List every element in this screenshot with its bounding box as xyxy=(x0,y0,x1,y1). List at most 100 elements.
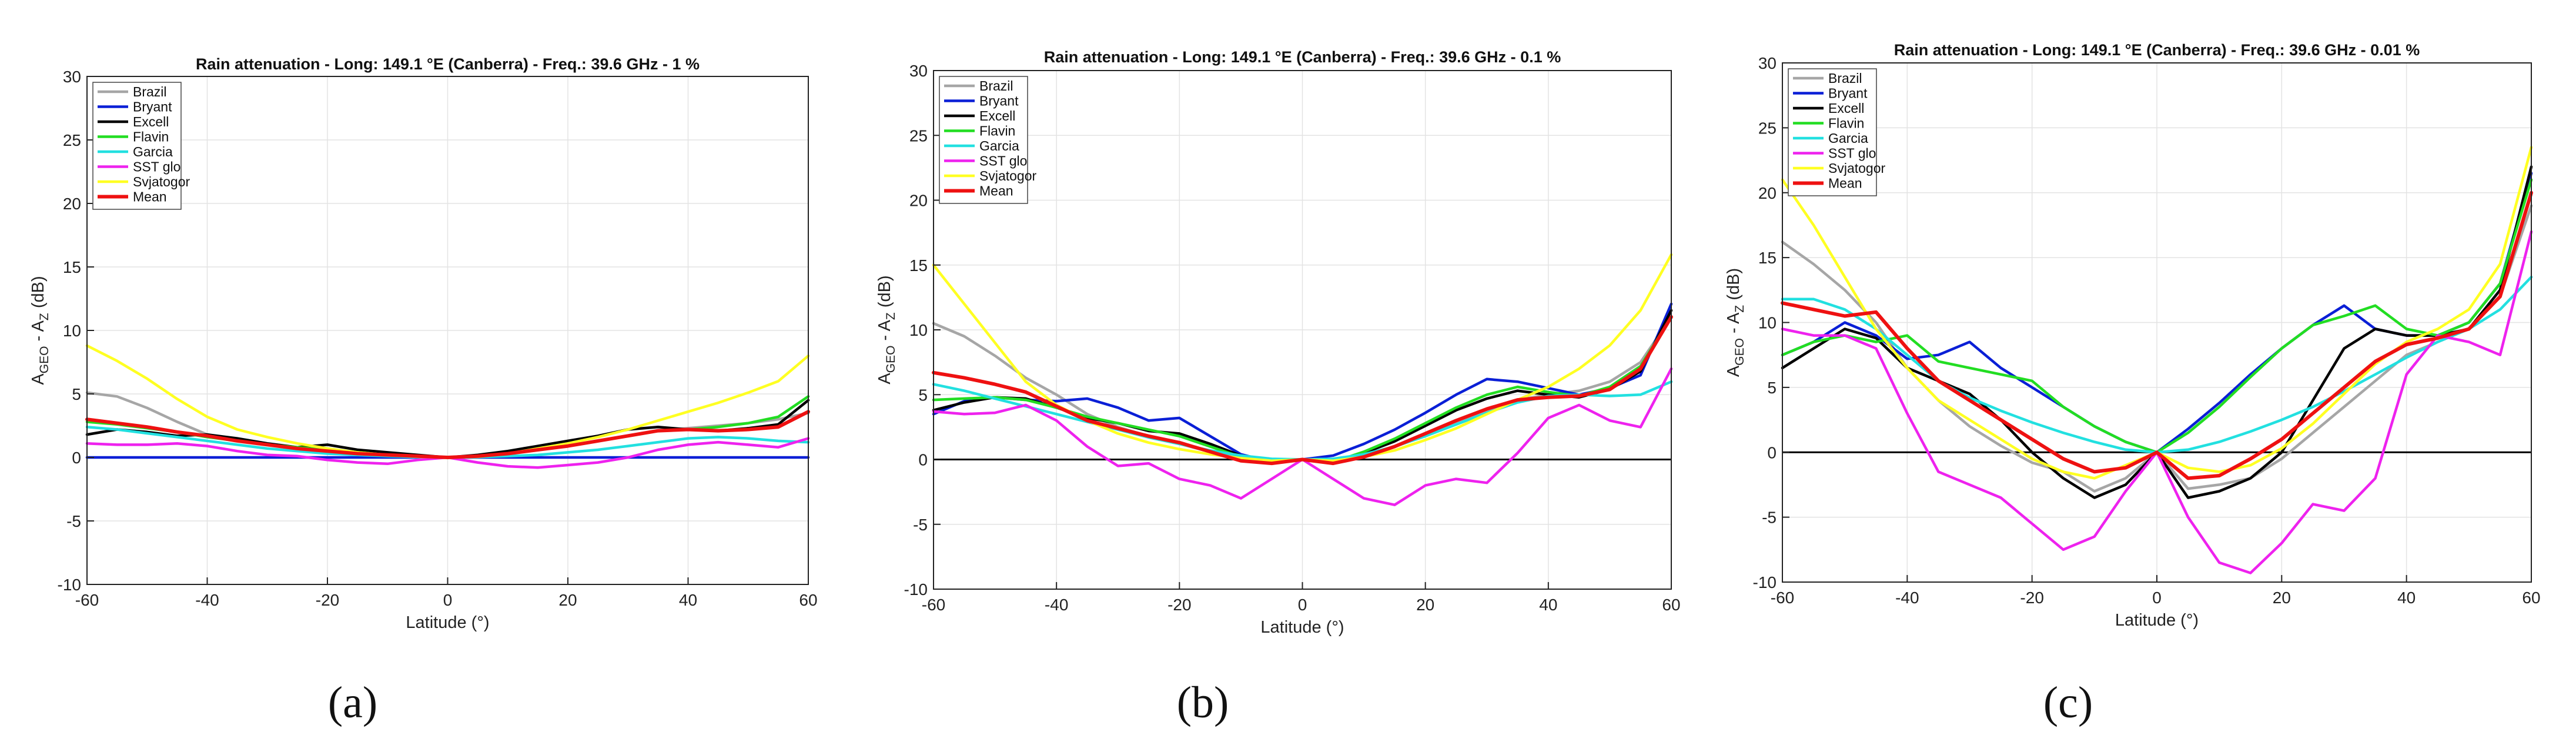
y-tick-label: 15 xyxy=(63,258,81,276)
x-tick-label: 0 xyxy=(443,591,453,609)
y-axis-label-part: (dB) xyxy=(29,276,48,313)
y-tick-label: 5 xyxy=(918,386,928,404)
x-tick-label: -20 xyxy=(2020,589,2043,607)
y-tick-label: 10 xyxy=(1758,314,1777,332)
chart-title: Rain attenuation - Long: 149.1 °E (Canbe… xyxy=(1894,41,2420,59)
legend-entry: Mean xyxy=(979,183,1013,199)
legend-entry: Brazil xyxy=(1828,71,1862,86)
x-tick-label: -40 xyxy=(195,591,219,609)
series-group xyxy=(1781,146,2533,574)
series-group xyxy=(85,344,810,469)
x-tick-label: 60 xyxy=(2522,589,2540,607)
chart-title: Rain attenuation - Long: 149.1 °E (Canbe… xyxy=(196,55,700,73)
legend-entry: Garcia xyxy=(979,138,1019,153)
series-line-mean xyxy=(1781,190,2533,480)
legend-entry: Flavin xyxy=(979,123,1015,139)
legend-entry: Brazil xyxy=(979,78,1013,93)
x-tick-label: 0 xyxy=(1298,596,1307,614)
x-tick-label: -40 xyxy=(1895,589,1919,607)
chart-title: Rain attenuation - Long: 149.1 °E (Canbe… xyxy=(1044,48,1561,66)
legend-entry: Flavin xyxy=(133,129,169,145)
x-tick-label: 60 xyxy=(799,591,817,609)
y-axis-label: AGEO - AZ (dB) xyxy=(1724,268,1747,377)
panel-label: (c) xyxy=(2043,678,2093,727)
y-tick-label: -10 xyxy=(904,580,928,599)
y-axis-label-part: GEO xyxy=(1733,338,1747,366)
x-tick-label: -20 xyxy=(316,591,339,609)
series-group xyxy=(932,253,1673,506)
x-tick-label: -60 xyxy=(1771,589,1794,607)
y-axis-label-part: GEO xyxy=(38,346,51,374)
y-axis-label-part: Z xyxy=(884,312,898,320)
legend-entry: Svjatogor xyxy=(1828,161,1886,176)
y-tick-label: 25 xyxy=(63,131,81,149)
y-tick-label: 0 xyxy=(1767,443,1777,462)
y-axis-label-part: - A xyxy=(875,319,894,345)
y-axis-label-part: A xyxy=(875,373,894,385)
legend-entry: Excell xyxy=(1828,101,1864,116)
legend-entry: Mean xyxy=(133,189,167,205)
y-tick-label: 5 xyxy=(72,385,81,403)
y-axis-label-part: (dB) xyxy=(1724,268,1743,305)
y-axis-label-part: - A xyxy=(1724,312,1743,338)
legend-entry: Garcia xyxy=(1828,131,1868,146)
y-tick-label: 25 xyxy=(1758,119,1777,137)
x-tick-label: 40 xyxy=(1539,596,1557,614)
x-tick-label: 60 xyxy=(1662,596,1680,614)
y-tick-label: 20 xyxy=(63,195,81,213)
x-tick-label: 40 xyxy=(679,591,697,609)
legend-box xyxy=(92,82,182,210)
y-axis-label-part: Z xyxy=(38,313,51,320)
y-tick-label: 0 xyxy=(72,449,81,467)
y-tick-label: 20 xyxy=(909,192,928,210)
x-tick-label: 20 xyxy=(558,591,577,609)
x-tick-label: -60 xyxy=(75,591,99,609)
y-axis-label: AGEO - AZ (dB) xyxy=(875,275,898,384)
y-tick-label: 0 xyxy=(918,451,928,469)
legend-entry: Svjatogor xyxy=(979,168,1037,183)
x-tick-label: -60 xyxy=(922,596,945,614)
x-axis-label: Latitude (°) xyxy=(406,613,489,632)
y-tick-label: -5 xyxy=(1762,509,1777,527)
y-axis-label-part: A xyxy=(1724,365,1743,377)
y-axis-label-part: A xyxy=(29,373,48,385)
legend-entry: Bryant xyxy=(133,99,172,115)
legend-box xyxy=(939,76,1028,204)
y-axis-label: AGEO - AZ (dB) xyxy=(29,276,51,385)
legend-entry: SST glo xyxy=(133,159,180,175)
legend-entry: Brazil xyxy=(133,84,167,99)
x-tick-label: 20 xyxy=(2273,589,2291,607)
x-tick-label: 40 xyxy=(2397,589,2416,607)
legend-box xyxy=(1788,68,1877,196)
y-axis-label-part: (dB) xyxy=(875,275,894,312)
y-axis-label-part: - A xyxy=(29,320,48,346)
y-tick-label: 10 xyxy=(909,321,928,339)
legend-entry: Bryant xyxy=(1828,86,1868,101)
legend-entry: Mean xyxy=(1828,176,1862,191)
x-tick-label: 0 xyxy=(2152,589,2162,607)
panel-label: (b) xyxy=(1177,678,1229,727)
legend-entry: Excell xyxy=(133,114,169,129)
legend-entry: Bryant xyxy=(979,93,1019,109)
legend-entry: Excell xyxy=(979,108,1015,123)
y-tick-label: 20 xyxy=(1758,184,1777,202)
y-axis-label-part: GEO xyxy=(884,346,898,373)
legend-entry: Garcia xyxy=(133,144,173,159)
x-axis-label: Latitude (°) xyxy=(2115,611,2199,630)
x-tick-label: 20 xyxy=(1416,596,1434,614)
chart-panel-a: -60 -40 -20 0 20 40 60 -10 -5 0 5 10 15 20 25 30 Rain at… xyxy=(29,55,818,727)
y-tick-label: -10 xyxy=(1753,573,1777,591)
y-tick-label: 5 xyxy=(1767,379,1777,397)
x-tick-label: -20 xyxy=(1167,596,1191,614)
x-tick-label: -40 xyxy=(1045,596,1068,614)
panel-label: (a) xyxy=(328,678,377,727)
legend-entry: SST glo xyxy=(979,153,1027,169)
y-tick-label: 30 xyxy=(63,68,81,86)
y-tick-label: -5 xyxy=(66,512,81,530)
y-tick-label: 15 xyxy=(909,256,928,275)
y-tick-label: 30 xyxy=(909,62,928,80)
series-line-mean xyxy=(932,315,1673,466)
